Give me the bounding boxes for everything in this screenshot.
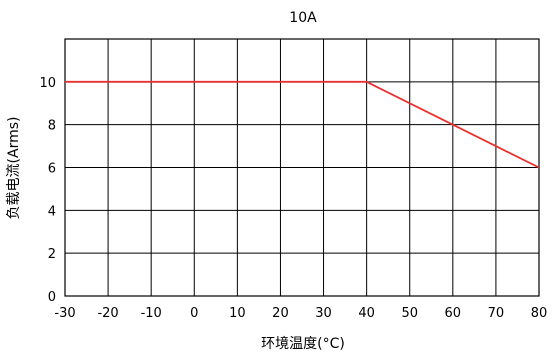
y-tick-label: 0: [48, 290, 56, 305]
y-tick-label: 6: [48, 162, 56, 177]
x-tick-label: 70: [488, 306, 505, 321]
x-tick-label: -30: [54, 306, 75, 321]
x-tick-labels: -30 -20 -10 0 10 20 30 40 50 60 70 80: [54, 306, 547, 321]
x-tick-label: 80: [531, 306, 548, 321]
x-tick-label: -20: [97, 306, 118, 321]
y-axis-label: 负载电流(Arms): [6, 117, 22, 220]
x-tick-label: 40: [358, 306, 375, 321]
x-tick-label: -10: [141, 306, 162, 321]
x-tick-label: 60: [445, 306, 462, 321]
x-tick-label: 0: [190, 306, 198, 321]
x-tick-label: 10: [229, 306, 246, 321]
y-tick-label: 8: [48, 119, 56, 134]
y-tick-label: 2: [48, 247, 56, 262]
x-tick-label: 20: [272, 306, 289, 321]
y-tick-label: 4: [48, 204, 56, 219]
y-tick-label: 10: [39, 76, 56, 91]
x-tick-label: 50: [401, 306, 418, 321]
x-axis-label: 环境温度(°C): [261, 336, 345, 352]
grid: [64, 38, 540, 297]
series-group: [65, 80, 540, 169]
series-line: [65, 80, 540, 169]
y-tick-labels: 0 2 4 6 8 10: [39, 76, 56, 305]
x-tick-label: 30: [315, 306, 332, 321]
chart-title: 10A: [289, 10, 317, 26]
